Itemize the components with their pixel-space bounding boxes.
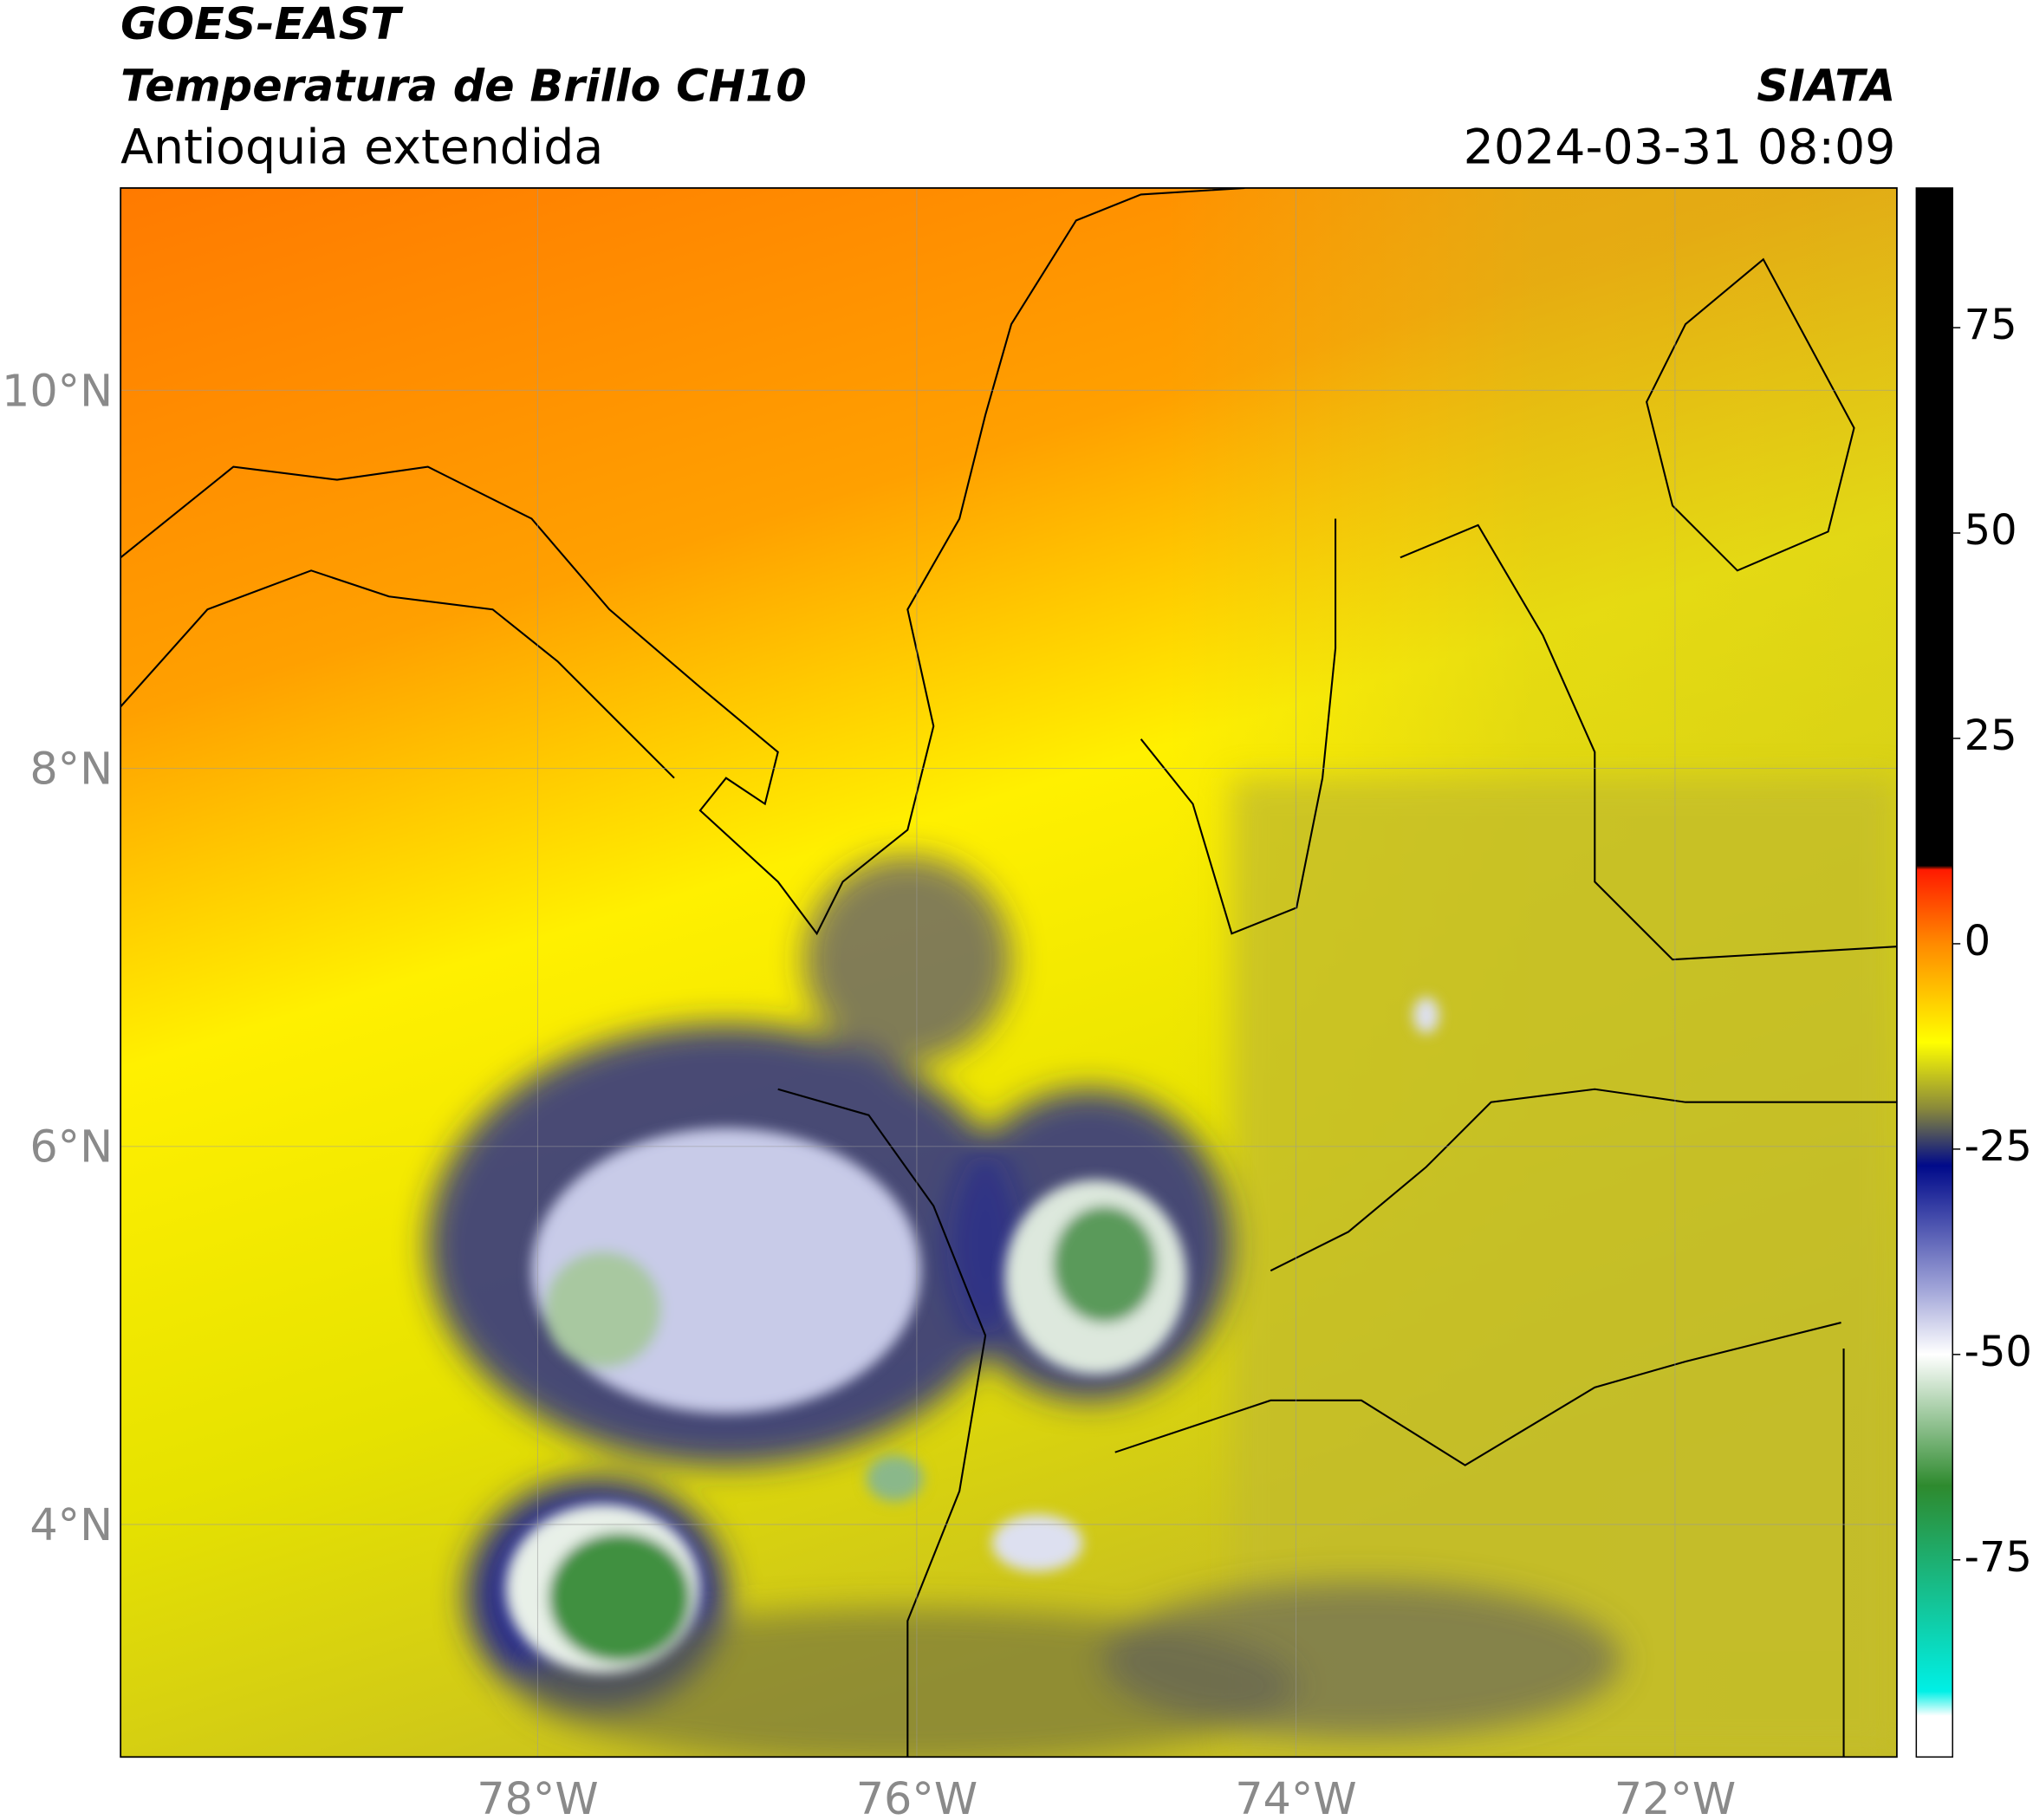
lon-tick-label: 76°W <box>856 1773 978 1820</box>
colorbar-tick-label: -25 <box>1965 1123 2032 1171</box>
satellite-title: GOES-EAST <box>120 0 404 49</box>
colorbar-tick-label: 25 <box>1965 712 2017 760</box>
lat-tick-label: 4°N <box>29 1499 113 1550</box>
map-frame <box>120 187 1898 1758</box>
region-subtitle: Antioquia extendida <box>120 120 603 176</box>
colorbar-tick-label: 75 <box>1965 302 2017 349</box>
colorbar-tick-label: -50 <box>1965 1329 2032 1376</box>
product-title: Temperatura de Brillo CH10 <box>120 61 807 112</box>
lon-tick-label: 74°W <box>1235 1773 1356 1820</box>
colorbar-tick-label: -75 <box>1965 1534 2032 1582</box>
source-label: SIATA <box>1757 61 1895 112</box>
colorbar-tick-label: 0 <box>1965 918 1991 965</box>
lat-tick-label: 6°N <box>29 1121 113 1173</box>
datetime-label: 2024-03-31 08:09 <box>1464 120 1896 176</box>
colorbar <box>1915 187 1953 1758</box>
satellite-image <box>120 187 1897 1758</box>
lon-tick-label: 78°W <box>477 1773 598 1820</box>
lon-tick-label: 72°W <box>1614 1773 1736 1820</box>
colorbar-tick-label: 50 <box>1965 507 2017 555</box>
lat-tick-label: 8°N <box>29 744 113 795</box>
lat-tick-label: 10°N <box>2 365 113 416</box>
